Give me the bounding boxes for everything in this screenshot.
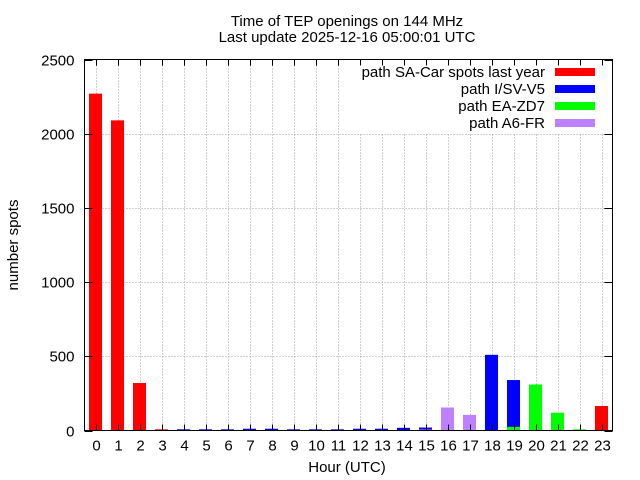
x-tick-label: 11 [331, 438, 347, 455]
legend-swatch [555, 102, 595, 110]
x-tick-label: 6 [224, 438, 232, 455]
y-tick-label: 500 [49, 349, 74, 366]
x-tick-label: 1 [114, 438, 122, 455]
bar [199, 429, 212, 431]
legend-swatch [555, 119, 595, 127]
bar [463, 414, 476, 431]
x-tick-label: 16 [440, 438, 457, 455]
y-tick-label: 2500 [41, 53, 74, 70]
bar [133, 383, 146, 431]
y-tick-label: 0 [66, 424, 74, 441]
y-tick-label: 2000 [41, 127, 74, 144]
x-tick-label: 0 [92, 438, 100, 455]
x-tick-label: 15 [418, 438, 435, 455]
bar [309, 429, 322, 431]
x-tick-label: 8 [268, 438, 276, 455]
ticks-layer [84, 59, 613, 432]
bar [111, 120, 124, 431]
x-tick-label: 23 [594, 438, 611, 455]
x-tick-label: 21 [550, 438, 567, 455]
x-tick-label: 13 [374, 438, 391, 455]
x-tick-label: 5 [202, 438, 210, 455]
x-tick-label: 12 [352, 438, 369, 455]
bar [265, 428, 278, 431]
chart-subtitle: Last update 2025-12-16 05:00:01 UTC [219, 29, 476, 46]
x-tick-label: 22 [572, 438, 589, 455]
bar [397, 427, 410, 431]
x-tick-label: 17 [462, 438, 479, 455]
bar [89, 93, 102, 431]
bar [287, 429, 300, 431]
bar [419, 427, 432, 431]
bar [441, 407, 454, 431]
x-tick-label: 14 [396, 438, 413, 455]
legend-swatch [555, 68, 595, 76]
x-tick-label: 7 [246, 438, 254, 455]
grid-layer [84, 59, 613, 431]
legend-label: path EA-ZD7 [458, 98, 545, 115]
legend-label: path I/SV-V5 [461, 81, 545, 98]
bar [551, 412, 564, 431]
legend-label: path A6-FR [469, 115, 545, 132]
bar [155, 429, 168, 431]
bar [507, 380, 520, 431]
x-tick-label: 20 [528, 438, 545, 455]
bar [331, 429, 344, 431]
bar [177, 429, 190, 431]
bar [353, 428, 366, 431]
bar [375, 428, 388, 431]
bar [595, 406, 608, 431]
bars-layer [89, 93, 608, 431]
x-tick-labels: 0 1 2 3 4 5 6 7 8 9 10 11 12 13 14 15 16 17 18 19 20 21 22 23 [92, 438, 611, 455]
bar [243, 428, 256, 431]
x-axis-label: Hour (UTC) [308, 459, 386, 476]
chart-title: Time of TEP openings on 144 MHz [231, 13, 463, 30]
bar [573, 429, 586, 431]
y-tick-label: 1500 [41, 201, 74, 218]
bar [485, 354, 498, 431]
y-axis-label: number spots [5, 200, 22, 291]
x-tick-label: 9 [290, 438, 298, 455]
y-tick-label: 1000 [41, 275, 74, 292]
bar [221, 429, 234, 431]
bar [507, 426, 520, 431]
x-tick-label: 4 [180, 438, 188, 455]
legend-swatch [555, 85, 595, 93]
x-tick-label: 18 [484, 438, 501, 455]
bar [529, 384, 542, 431]
x-tick-label: 2 [136, 438, 144, 455]
x-tick-label: 10 [308, 438, 325, 455]
legend-label: path SA-Car spots last year [362, 64, 545, 81]
plot-frame [84, 59, 613, 431]
x-tick-label: 19 [506, 438, 523, 455]
x-tick-label: 3 [158, 438, 166, 455]
y-tick-labels: 0 500 1000 1500 2000 2500 [41, 53, 74, 441]
